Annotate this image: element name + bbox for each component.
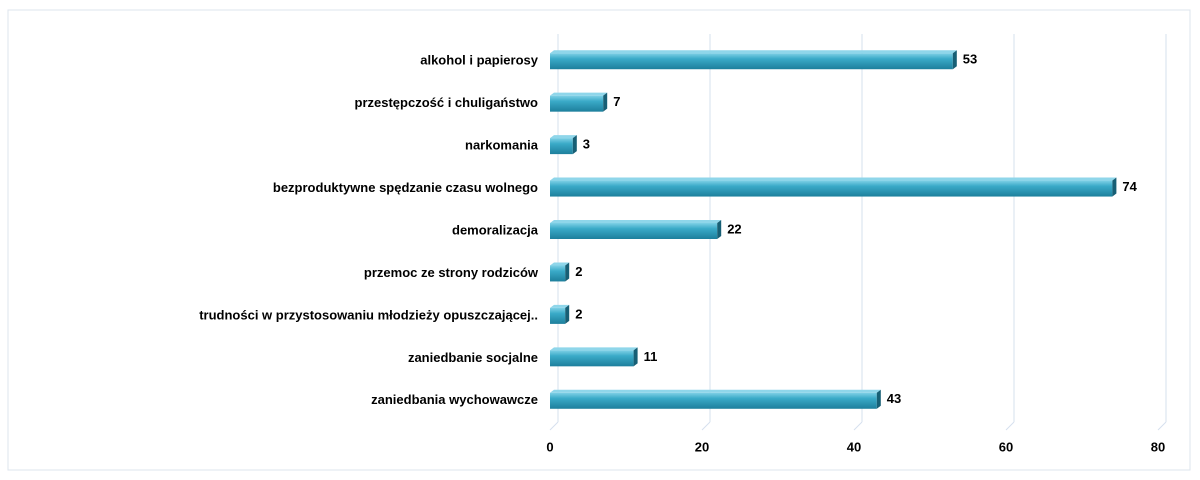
y-tick-label: narkomania xyxy=(465,138,539,153)
y-tick-label: przemoc ze strony rodziców xyxy=(364,265,539,280)
bar-top xyxy=(550,135,577,139)
x-tick-label: 60 xyxy=(999,439,1013,454)
bar xyxy=(550,307,566,324)
y-tick-label: demoralizacja xyxy=(452,222,539,237)
data-label: 11 xyxy=(644,349,658,364)
bar xyxy=(550,392,877,409)
bar-end xyxy=(717,220,722,239)
y-tick-label: przestępczość i chuligaństwo xyxy=(355,95,539,110)
y-tick-label: trudności w przystosowaniu młodzieży opu… xyxy=(199,307,538,322)
x-tick-label: 20 xyxy=(695,439,709,454)
bar-top xyxy=(550,220,722,223)
y-tick-label: zaniedbanie socjalne xyxy=(408,350,538,365)
x-tick-label: 80 xyxy=(1151,439,1165,454)
bar xyxy=(550,138,573,155)
bar-end xyxy=(603,92,608,112)
bar xyxy=(550,350,634,367)
bar xyxy=(550,180,1113,197)
bar-top xyxy=(550,389,881,393)
bar-end xyxy=(876,389,881,409)
data-label: 74 xyxy=(1122,179,1137,194)
bar-end xyxy=(633,347,638,367)
bar-end xyxy=(1112,177,1117,197)
grid-floor xyxy=(701,421,711,431)
data-label: 2 xyxy=(575,264,582,279)
bar-top xyxy=(550,262,570,266)
bar-end xyxy=(565,304,570,324)
grid-floor xyxy=(1005,421,1015,431)
bar-top xyxy=(550,50,957,54)
grid-floor xyxy=(853,421,863,431)
bar-top xyxy=(550,177,1117,181)
y-tick-label: zaniedbania wychowawcze xyxy=(371,392,538,407)
bar-top xyxy=(550,304,570,308)
data-label: 7 xyxy=(613,94,620,109)
grid-floor xyxy=(549,421,559,431)
bar xyxy=(550,95,604,112)
bar-end xyxy=(565,262,570,282)
bar-top xyxy=(550,347,638,351)
grid-floor xyxy=(1157,421,1167,431)
bar xyxy=(550,265,566,282)
x-tick-label: 0 xyxy=(546,439,553,454)
data-label: 2 xyxy=(575,306,582,321)
y-tick-label: alkohol i papierosy xyxy=(420,53,539,68)
data-label: 43 xyxy=(887,391,901,406)
data-label: 53 xyxy=(963,52,977,67)
bar-top xyxy=(550,92,608,96)
data-label: 22 xyxy=(727,221,741,236)
bar xyxy=(550,223,718,239)
bar xyxy=(550,53,953,70)
x-tick-label: 40 xyxy=(847,439,861,454)
data-label: 3 xyxy=(583,137,590,152)
bar-end xyxy=(572,135,577,155)
bar-end xyxy=(952,50,957,70)
y-tick-label: bezproduktywne spędzanie czasu wolnego xyxy=(273,180,538,195)
